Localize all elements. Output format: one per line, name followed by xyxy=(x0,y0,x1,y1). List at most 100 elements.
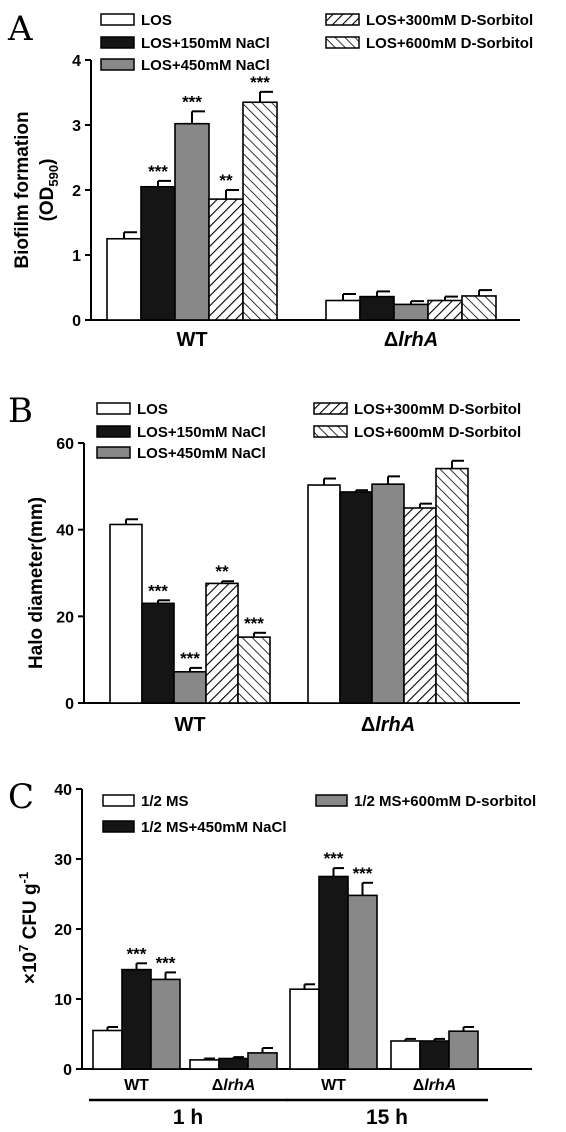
significance-label: ** xyxy=(219,171,233,190)
bar xyxy=(419,1040,450,1070)
legend-swatch xyxy=(313,402,348,415)
y-tick-label: 1 xyxy=(72,248,81,265)
bar xyxy=(325,299,361,321)
bar xyxy=(140,185,176,321)
category-label-gene: lrhA xyxy=(223,1077,255,1094)
bar xyxy=(448,1030,479,1070)
panel-c-ylabel: ×107 CFU g-1 xyxy=(16,872,41,984)
category-label-delta: Δ xyxy=(413,1077,425,1094)
legend-label: 1/2 MS+600mM D-sorbitol xyxy=(354,793,536,810)
significance-label: *** xyxy=(250,73,270,92)
bar xyxy=(237,636,271,704)
panel-letter-a: A xyxy=(7,9,33,49)
legend-label: LOS+150mM NaCl xyxy=(137,424,266,441)
significance-label: *** xyxy=(244,614,264,633)
legend-swatch xyxy=(325,36,360,49)
significance-label: *** xyxy=(127,944,147,963)
bar xyxy=(390,1040,421,1070)
bar xyxy=(289,988,320,1070)
legend-swatch xyxy=(102,794,135,807)
bar xyxy=(347,894,378,1070)
legend-label: LOS+450mM NaCl xyxy=(137,445,266,462)
bar xyxy=(427,299,463,321)
category-label: ΔlrhA xyxy=(413,1077,457,1094)
legend-label: LOS xyxy=(137,401,168,418)
category-label: ΔlrhA xyxy=(361,714,415,736)
bar xyxy=(121,968,152,1070)
significance-label: *** xyxy=(353,864,373,883)
category-label: WT xyxy=(124,1077,149,1094)
bar xyxy=(318,875,349,1070)
category-label: WT xyxy=(321,1077,346,1094)
y-tick-label: 20 xyxy=(54,922,72,939)
category-label: ΔlrhA xyxy=(212,1077,256,1094)
y-tick-label: 10 xyxy=(54,992,72,1009)
bar xyxy=(189,1059,220,1070)
bar xyxy=(359,295,395,321)
significance-label: *** xyxy=(148,581,168,600)
bar xyxy=(109,523,143,704)
bar xyxy=(205,582,239,704)
panel-letter-b: B xyxy=(8,391,33,431)
category-label: WT xyxy=(174,714,205,736)
legend-swatch xyxy=(102,820,135,833)
legend-label: LOS+150mM NaCl xyxy=(141,35,270,52)
bar xyxy=(339,491,373,704)
legend-swatch xyxy=(100,58,135,71)
y-tick-label: 20 xyxy=(56,609,74,626)
bar xyxy=(242,101,278,321)
bar xyxy=(461,295,497,321)
y-tick-label: 0 xyxy=(72,313,81,330)
y-tick-label: 2 xyxy=(72,183,81,200)
category-label-delta: Δ xyxy=(361,714,375,736)
category-label-delta: Δ xyxy=(212,1077,224,1094)
bar xyxy=(218,1057,249,1070)
panel-c: 0 10 20 30 40 *** *** WT ΔlrhA *** *** WT ΔlrhA 1/2 M… xyxy=(54,782,536,1129)
bar xyxy=(173,670,207,704)
y-tick-label: 40 xyxy=(54,782,72,799)
panel-a-ylabel-sub: (OD590) xyxy=(37,159,61,222)
bar xyxy=(208,198,244,321)
significance-label: *** xyxy=(180,649,200,668)
legend-label: LOS+300mM D-Sorbitol xyxy=(366,12,533,29)
y-tick-label: 4 xyxy=(72,53,81,70)
category-label-delta: Δ xyxy=(384,329,398,351)
legend-swatch xyxy=(96,402,131,415)
significance-label: ** xyxy=(215,562,229,581)
legend-label: LOS+600mM D-Sorbitol xyxy=(366,35,533,52)
bar xyxy=(92,1029,123,1070)
legend-swatch xyxy=(100,13,135,26)
category-label-gene: lrhA xyxy=(424,1077,456,1094)
time-group-label: 1 h xyxy=(173,1106,203,1129)
legend-label: 1/2 MS xyxy=(141,793,189,810)
y-tick-label: 30 xyxy=(54,852,72,869)
legend-label: LOS xyxy=(141,12,172,29)
legend-swatch xyxy=(315,794,348,807)
significance-label: *** xyxy=(156,953,176,972)
y-tick-label: 0 xyxy=(65,696,74,713)
legend-swatch xyxy=(100,36,135,49)
legend-label: 1/2 MS+450mM NaCl xyxy=(141,819,286,836)
legend-swatch xyxy=(313,425,348,438)
bar xyxy=(393,303,429,321)
bar xyxy=(106,237,142,321)
bar xyxy=(141,602,175,704)
y-tick-label: 40 xyxy=(56,523,74,540)
significance-label: *** xyxy=(324,849,344,868)
panel-a-ylabel: Biofilm formation xyxy=(12,111,33,268)
bar xyxy=(150,978,181,1070)
panel-letter-c: C xyxy=(8,777,34,817)
panel-b-ylabel: Halo diameter(mm) xyxy=(26,497,47,669)
legend-swatch xyxy=(96,446,131,459)
time-group-label: 15 h xyxy=(366,1106,408,1129)
legend-label: LOS+600mM D-Sorbitol xyxy=(354,424,521,441)
significance-label: *** xyxy=(148,162,168,181)
significance-label: *** xyxy=(182,92,202,111)
bar xyxy=(403,507,437,704)
category-label-gene: lrhA xyxy=(398,329,438,351)
legend-swatch xyxy=(325,13,360,26)
